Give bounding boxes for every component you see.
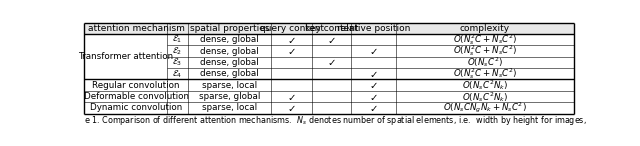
Text: attention mechanism: attention mechanism bbox=[88, 24, 184, 33]
Text: $O(N_sC^2)$: $O(N_sC^2)$ bbox=[467, 55, 503, 69]
Text: $\checkmark$: $\checkmark$ bbox=[369, 80, 378, 90]
Text: $O(N_s^2C + N_sC^2)$: $O(N_s^2C + N_sC^2)$ bbox=[453, 32, 517, 47]
Text: $\checkmark$: $\checkmark$ bbox=[287, 103, 296, 113]
Text: $\checkmark$: $\checkmark$ bbox=[287, 92, 296, 102]
Text: query content: query content bbox=[260, 24, 324, 33]
Text: $\mathcal{E}_4$: $\mathcal{E}_4$ bbox=[172, 68, 182, 80]
Text: $\checkmark$: $\checkmark$ bbox=[327, 57, 336, 67]
Text: $O(N_sC^2N_k)$: $O(N_sC^2N_k)$ bbox=[462, 90, 508, 104]
Text: sparse, local: sparse, local bbox=[202, 81, 257, 90]
Text: Deformable convolution: Deformable convolution bbox=[84, 92, 189, 101]
Text: $\mathcal{E}_1$: $\mathcal{E}_1$ bbox=[172, 34, 182, 45]
Text: Dynamic convolution: Dynamic convolution bbox=[90, 104, 182, 112]
Text: e 1. Comparison of different attention mechanisms.  $N_s$ denotes number of spat: e 1. Comparison of different attention m… bbox=[84, 114, 587, 127]
Text: $\checkmark$: $\checkmark$ bbox=[287, 35, 296, 45]
Text: $O(N_sCN_gN_k + N_sC^2)$: $O(N_sCN_gN_k + N_sC^2)$ bbox=[443, 101, 527, 115]
Text: $\checkmark$: $\checkmark$ bbox=[369, 92, 378, 102]
Text: relative position: relative position bbox=[337, 24, 410, 33]
Text: $\checkmark$: $\checkmark$ bbox=[327, 35, 336, 45]
Text: $\checkmark$: $\checkmark$ bbox=[369, 69, 378, 79]
Text: key content: key content bbox=[305, 24, 358, 33]
Text: dense, global: dense, global bbox=[200, 35, 259, 44]
Text: dense, global: dense, global bbox=[200, 58, 259, 67]
Text: $\checkmark$: $\checkmark$ bbox=[369, 103, 378, 113]
Text: $\mathcal{E}_3$: $\mathcal{E}_3$ bbox=[172, 57, 182, 68]
Text: complexity: complexity bbox=[460, 24, 510, 33]
Text: dense, global: dense, global bbox=[200, 47, 259, 55]
Text: $O(N_sC^2N_k)$: $O(N_sC^2N_k)$ bbox=[462, 78, 508, 92]
Bar bbox=[84, 23, 573, 34]
Text: $\checkmark$: $\checkmark$ bbox=[287, 46, 296, 56]
Text: $\mathcal{E}_2$: $\mathcal{E}_2$ bbox=[172, 45, 182, 57]
Text: sparse, local: sparse, local bbox=[202, 104, 257, 112]
Text: $O(N_s^2C + N_sC^2)$: $O(N_s^2C + N_sC^2)$ bbox=[453, 66, 517, 81]
Text: dense, global: dense, global bbox=[200, 69, 259, 78]
Text: Regular convolution: Regular convolution bbox=[92, 81, 180, 90]
Text: sparse, global: sparse, global bbox=[199, 92, 260, 101]
Text: spatial properties: spatial properties bbox=[190, 24, 269, 33]
Text: $O(N_s^2C + N_sC^2)$: $O(N_s^2C + N_sC^2)$ bbox=[453, 44, 517, 59]
Text: $\checkmark$: $\checkmark$ bbox=[369, 46, 378, 56]
Text: Transformer attention: Transformer attention bbox=[78, 52, 173, 61]
